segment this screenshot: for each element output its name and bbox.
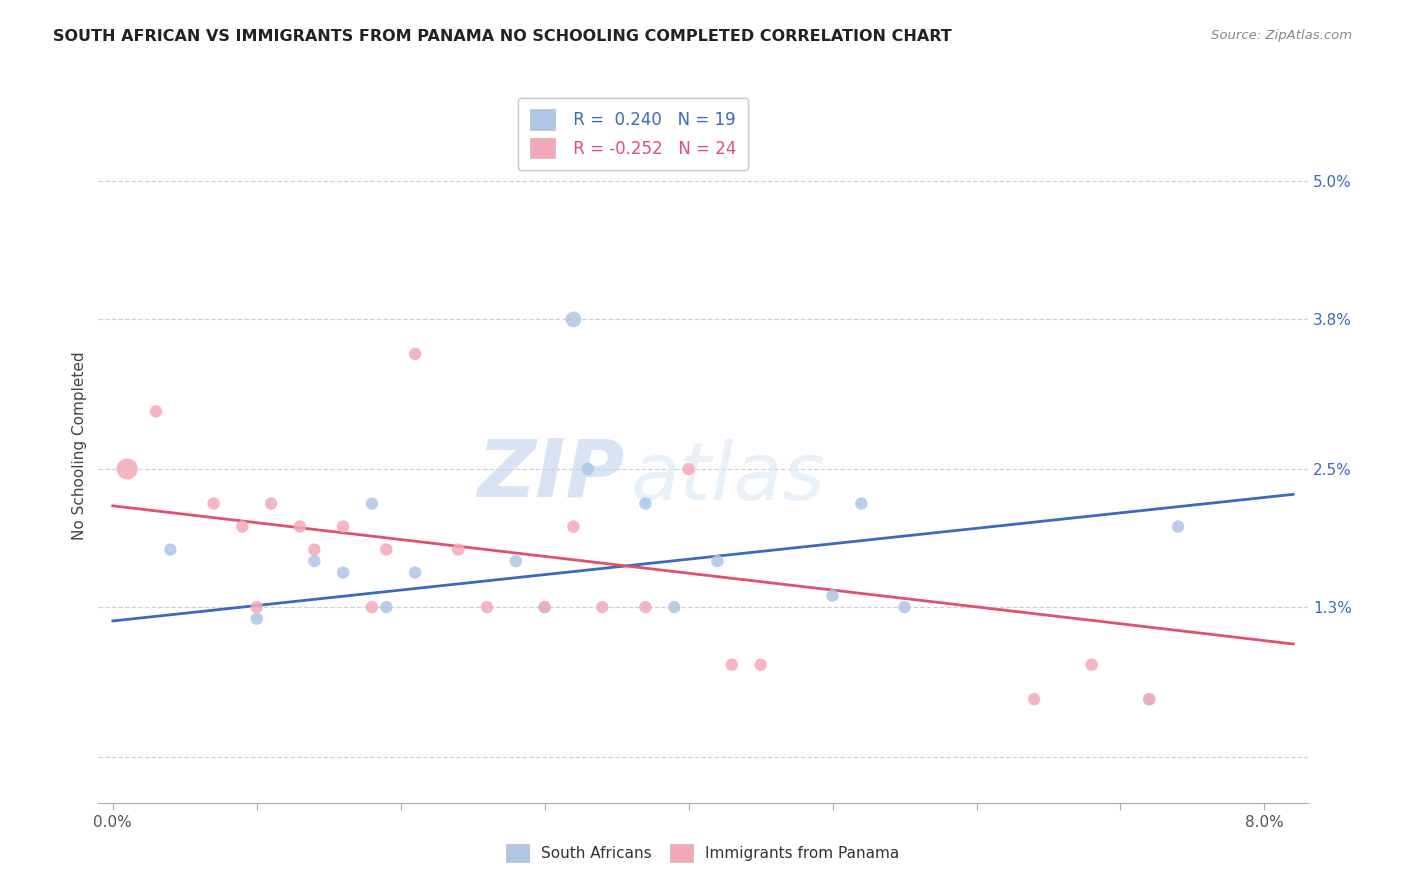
Point bbox=[1137, 692, 1160, 706]
Point bbox=[1167, 519, 1189, 533]
Point bbox=[447, 542, 470, 557]
Point bbox=[159, 542, 181, 557]
Point bbox=[1137, 692, 1160, 706]
Point bbox=[404, 566, 426, 580]
Point bbox=[202, 497, 225, 511]
Point bbox=[361, 497, 384, 511]
Point bbox=[851, 497, 873, 511]
Point bbox=[591, 600, 613, 615]
Point bbox=[145, 404, 167, 418]
Point bbox=[375, 600, 398, 615]
Point bbox=[332, 519, 354, 533]
Point bbox=[533, 600, 555, 615]
Point bbox=[1080, 657, 1102, 672]
Point bbox=[246, 612, 269, 626]
Legend: South Africans, Immigrants from Panama: South Africans, Immigrants from Panama bbox=[501, 838, 905, 868]
Point bbox=[246, 600, 269, 615]
Point bbox=[720, 657, 742, 672]
Point bbox=[749, 657, 772, 672]
Point bbox=[634, 497, 657, 511]
Point bbox=[475, 600, 498, 615]
Point bbox=[821, 589, 844, 603]
Point bbox=[576, 462, 599, 476]
Y-axis label: No Schooling Completed: No Schooling Completed bbox=[72, 351, 87, 541]
Text: atlas: atlas bbox=[630, 439, 825, 517]
Point bbox=[893, 600, 915, 615]
Point bbox=[288, 519, 311, 533]
Point bbox=[115, 462, 138, 476]
Point bbox=[678, 462, 700, 476]
Point bbox=[505, 554, 527, 568]
Point bbox=[562, 312, 585, 326]
Point bbox=[332, 566, 354, 580]
Point bbox=[706, 554, 728, 568]
Text: ZIP: ZIP bbox=[477, 435, 624, 514]
Text: Source: ZipAtlas.com: Source: ZipAtlas.com bbox=[1212, 29, 1353, 43]
Point bbox=[533, 600, 555, 615]
Point bbox=[260, 497, 283, 511]
Point bbox=[404, 347, 426, 361]
Point bbox=[1022, 692, 1045, 706]
Legend:  R =  0.240   N = 19,  R = -0.252   N = 24: R = 0.240 N = 19, R = -0.252 N = 24 bbox=[517, 97, 748, 169]
Point bbox=[664, 600, 686, 615]
Point bbox=[375, 542, 398, 557]
Point bbox=[634, 600, 657, 615]
Point bbox=[361, 600, 384, 615]
Point bbox=[304, 542, 326, 557]
Point bbox=[231, 519, 253, 533]
Point bbox=[562, 519, 585, 533]
Text: SOUTH AFRICAN VS IMMIGRANTS FROM PANAMA NO SCHOOLING COMPLETED CORRELATION CHART: SOUTH AFRICAN VS IMMIGRANTS FROM PANAMA … bbox=[53, 29, 952, 45]
Point bbox=[304, 554, 326, 568]
